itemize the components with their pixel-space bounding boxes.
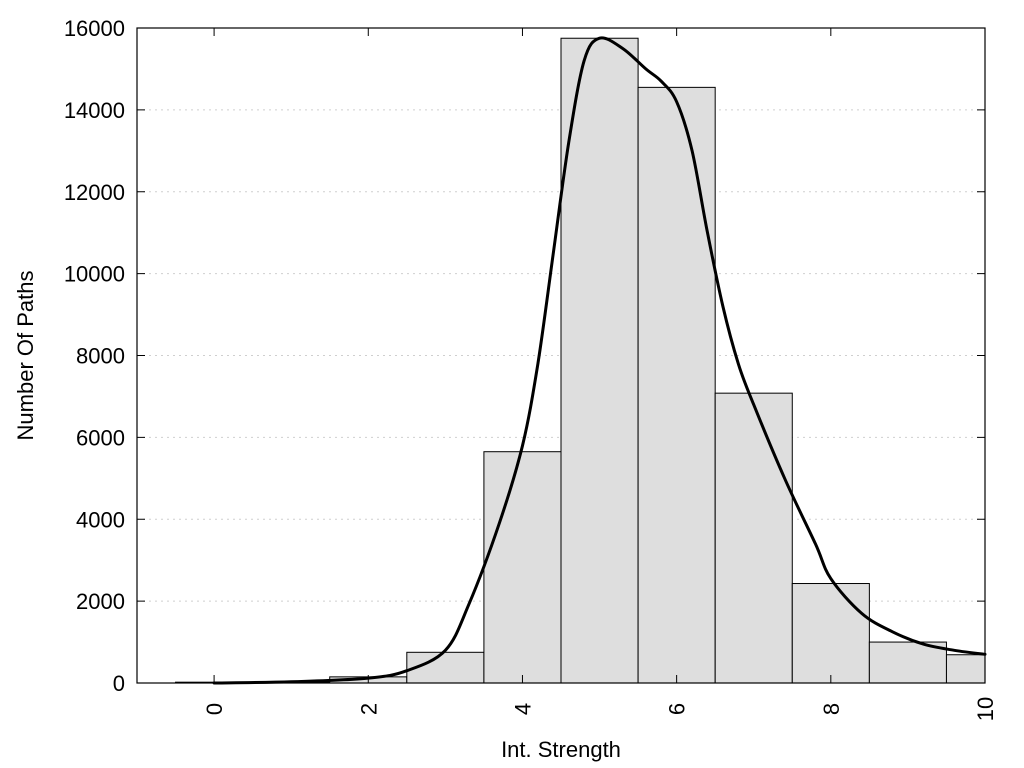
bar-10 [945, 654, 986, 684]
y-tick-label: 0 [113, 671, 125, 696]
bar-8 [791, 583, 870, 684]
y-tick-label: 6000 [76, 425, 125, 450]
bar-4 [483, 451, 562, 684]
x-axis-label: Int. Strength [501, 737, 621, 762]
y-tick-label: 10000 [64, 262, 125, 287]
x-tick-label: 6 [665, 703, 690, 715]
y-tick-label: 8000 [76, 344, 125, 369]
axis-ticks: 0 2000 4000 6000 8000 10000 12000 14000 16000 0 2 4… [64, 16, 998, 721]
plot-frame [136, 27, 986, 684]
y-tick-label: 14000 [64, 98, 125, 123]
x-tick-label: 0 [202, 703, 227, 715]
y-tick-label: 16000 [64, 16, 125, 41]
density-curve-layer [212, 36, 987, 685]
x-tick-label: 4 [510, 703, 535, 715]
x-tick-label: 10 [973, 697, 998, 721]
y-axis-label: Number Of Paths [13, 271, 38, 441]
y-tick-label: 4000 [76, 507, 125, 532]
bar-3 [406, 651, 485, 684]
bar-7 [714, 392, 793, 684]
bar-5 [560, 37, 639, 684]
density-curve [212, 36, 987, 685]
bars [175, 37, 986, 684]
y-tick-label: 12000 [64, 180, 125, 205]
y-tick-label: 2000 [76, 589, 125, 614]
bar-6 [637, 86, 716, 684]
x-tick-label: 8 [819, 703, 844, 715]
x-tick-label: 2 [356, 703, 381, 715]
